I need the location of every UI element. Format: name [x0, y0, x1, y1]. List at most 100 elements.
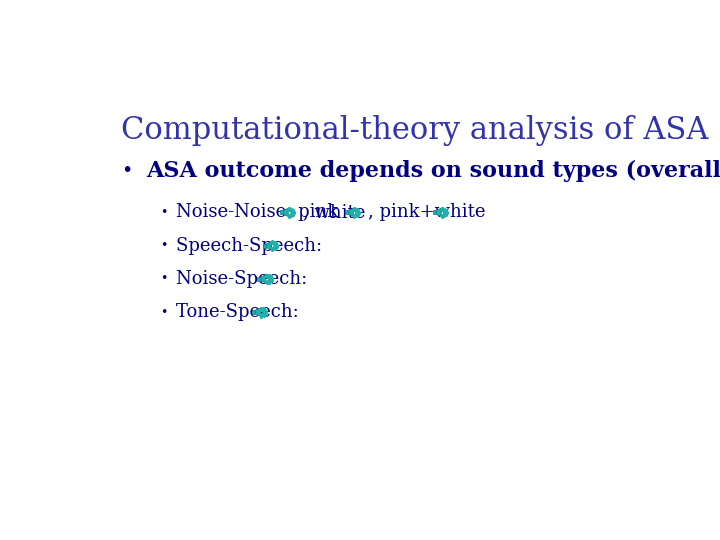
Point	[348, 211, 360, 219]
Point	[438, 204, 450, 213]
Polygon shape	[258, 277, 261, 281]
Point	[286, 207, 297, 216]
Point	[283, 211, 294, 219]
Point	[286, 204, 297, 213]
Polygon shape	[266, 241, 271, 250]
Text: , white: , white	[303, 204, 372, 221]
Text: •: •	[160, 206, 167, 219]
Point	[266, 244, 278, 253]
Text: •: •	[160, 306, 167, 319]
Text: Computational-theory analysis of ASA (cont.): Computational-theory analysis of ASA (co…	[121, 114, 720, 146]
Point	[255, 310, 266, 319]
Point	[258, 307, 269, 316]
Point	[350, 206, 361, 214]
Point	[438, 207, 450, 216]
Point	[437, 210, 449, 219]
Point	[263, 276, 274, 285]
Point	[289, 207, 300, 216]
Point	[351, 204, 362, 213]
Point	[348, 204, 360, 212]
Point	[258, 308, 269, 317]
Point	[283, 206, 294, 214]
Point	[261, 307, 272, 315]
Point	[266, 246, 278, 254]
Polygon shape	[263, 244, 266, 248]
Polygon shape	[436, 208, 441, 217]
Point	[266, 275, 278, 284]
Point	[287, 211, 299, 219]
Point	[258, 306, 269, 315]
Text: ASA outcome depends on sound types (overall SNR is 0): ASA outcome depends on sound types (over…	[145, 160, 720, 182]
Text: Noise-Speech:: Noise-Speech:	[176, 270, 313, 288]
Point	[354, 209, 365, 218]
Polygon shape	[433, 211, 436, 214]
Point	[350, 210, 361, 219]
Point	[285, 207, 297, 215]
Point	[271, 240, 283, 249]
Point	[354, 207, 365, 216]
Polygon shape	[348, 208, 354, 217]
Point	[438, 208, 450, 217]
Point	[351, 212, 362, 220]
Point	[256, 310, 268, 319]
Point	[351, 210, 362, 218]
Point	[265, 277, 276, 286]
Point	[266, 239, 278, 247]
Point	[262, 272, 274, 281]
Point	[348, 213, 360, 221]
Point	[269, 241, 281, 249]
Point	[264, 271, 275, 280]
Point	[259, 310, 271, 319]
Point	[261, 270, 273, 279]
Text: Noise-Noise: pink: Noise-Noise: pink	[176, 204, 344, 221]
Point	[438, 207, 450, 215]
Point	[271, 239, 282, 247]
Point	[353, 211, 364, 219]
Point	[289, 209, 300, 218]
Point	[284, 206, 296, 214]
Point	[261, 277, 272, 286]
Text: •: •	[121, 161, 132, 180]
Point	[264, 274, 275, 283]
Point	[436, 211, 447, 219]
Text: Tone-Speech:: Tone-Speech:	[176, 303, 305, 321]
Polygon shape	[256, 308, 261, 316]
Point	[269, 243, 280, 252]
Point	[256, 312, 267, 321]
Point	[284, 210, 296, 219]
Point	[271, 242, 283, 251]
Point	[353, 206, 364, 214]
Point	[263, 273, 274, 282]
Point	[285, 210, 297, 218]
Point	[351, 207, 362, 215]
Point	[269, 238, 281, 246]
Point	[264, 279, 275, 287]
Polygon shape	[261, 275, 266, 283]
Point	[269, 242, 281, 251]
Polygon shape	[345, 211, 348, 214]
Point	[261, 272, 272, 281]
Text: •: •	[160, 239, 167, 252]
Point	[256, 303, 267, 312]
Point	[436, 206, 447, 214]
Point	[441, 211, 452, 219]
Point	[266, 237, 278, 246]
Point	[351, 208, 363, 217]
Point	[269, 240, 280, 248]
Point	[264, 275, 275, 284]
Point	[284, 213, 295, 221]
Point	[255, 305, 266, 314]
Polygon shape	[252, 310, 256, 314]
Point	[266, 274, 278, 282]
Point	[441, 206, 452, 214]
Point	[271, 244, 282, 253]
Point	[265, 272, 276, 281]
Polygon shape	[279, 211, 283, 214]
Point	[259, 305, 271, 314]
Text: Speech-Speech:: Speech-Speech:	[176, 237, 328, 255]
Point	[268, 239, 279, 248]
Point	[256, 306, 268, 314]
Point	[258, 309, 269, 318]
Polygon shape	[283, 208, 288, 217]
Point	[258, 312, 269, 320]
